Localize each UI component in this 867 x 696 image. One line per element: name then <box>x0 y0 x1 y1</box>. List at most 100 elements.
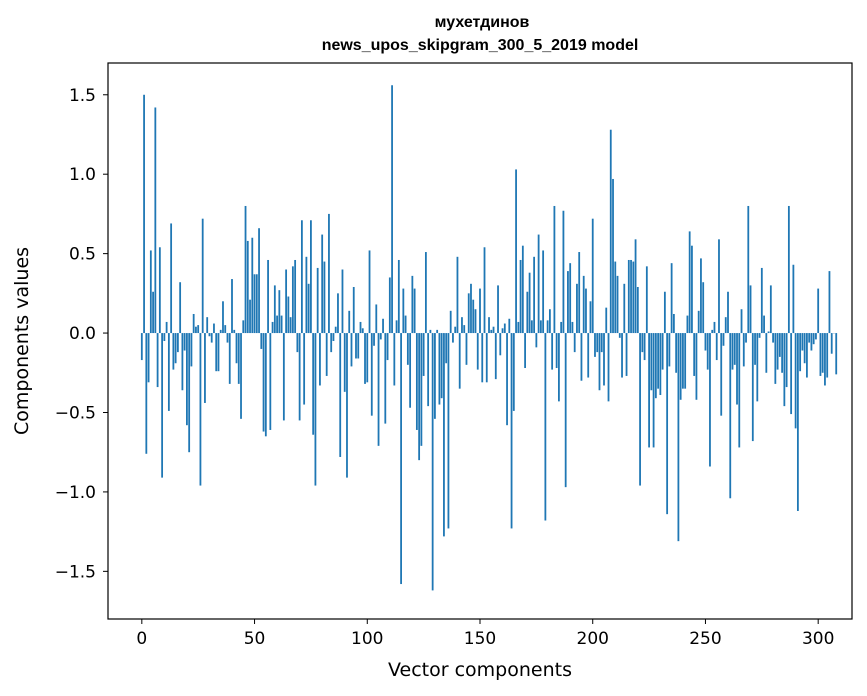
bar-10 <box>163 333 166 341</box>
x-tick-label: 250 <box>689 629 721 649</box>
bar-84 <box>330 333 333 353</box>
bar-168 <box>519 259 522 334</box>
bar-292 <box>799 333 802 372</box>
bar-136 <box>447 333 450 529</box>
bar-128 <box>429 329 432 334</box>
bar-53 <box>260 333 263 349</box>
bar-290 <box>794 333 797 429</box>
bar-261 <box>729 333 732 499</box>
bar-91 <box>346 333 348 478</box>
bar-46 <box>244 205 247 334</box>
bar-153 <box>485 333 488 383</box>
bar-242 <box>686 315 689 334</box>
bar-36 <box>222 301 224 334</box>
bar-283 <box>778 333 781 357</box>
bar-142 <box>461 317 463 334</box>
bar-79 <box>319 333 321 386</box>
bar-124 <box>420 333 423 446</box>
bar-263 <box>733 333 736 365</box>
bar-194 <box>578 252 581 334</box>
bar-52 <box>258 228 260 334</box>
bar-70 <box>298 333 301 421</box>
bar-31 <box>210 333 213 343</box>
bar-11 <box>165 321 168 334</box>
bar-17 <box>179 282 182 334</box>
bar-58 <box>271 321 274 334</box>
bar-29 <box>206 317 209 334</box>
bars <box>140 85 838 591</box>
bar-119 <box>409 333 412 408</box>
y-tick-label: −0.5 <box>55 403 96 423</box>
bar-170 <box>524 333 526 369</box>
bar-78 <box>316 267 319 334</box>
bar-216 <box>627 259 630 334</box>
bar-254 <box>713 321 716 334</box>
bar-99 <box>364 333 366 384</box>
bar-15 <box>174 333 177 364</box>
bar-193 <box>576 283 578 334</box>
bar-179 <box>544 333 547 521</box>
bar-188 <box>564 333 567 488</box>
bar-116 <box>402 288 405 334</box>
bar-232 <box>663 291 666 334</box>
bar-231 <box>661 333 664 370</box>
bar-230 <box>659 333 662 396</box>
bar-148 <box>474 309 477 334</box>
bar-41 <box>233 329 236 334</box>
bar-210 <box>614 261 617 334</box>
bar-246 <box>695 333 698 400</box>
bar-75 <box>310 220 312 334</box>
bar-113 <box>395 320 398 334</box>
bar-49 <box>251 237 254 334</box>
bar-103 <box>373 333 375 346</box>
bar-149 <box>476 333 479 370</box>
bar-134 <box>443 333 445 537</box>
bar-139 <box>454 326 457 334</box>
bar-96 <box>357 333 360 359</box>
bar-176 <box>537 234 540 334</box>
bar-108 <box>384 333 387 424</box>
bar-256 <box>718 239 720 334</box>
bar-236 <box>672 313 675 334</box>
bar-60 <box>276 315 278 334</box>
y-axis-ticks: −1.5 −1.0 −0.5 0.0 0.5 1.0 1.5 <box>55 86 108 582</box>
bar-32 <box>213 323 215 334</box>
x-axis-ticks: 0 50 100 150 200 250 300 <box>136 619 834 649</box>
bar-48 <box>249 299 251 334</box>
bar-19 <box>183 333 186 351</box>
x-tick-label: 0 <box>136 629 147 649</box>
bar-204 <box>600 333 603 353</box>
bar-157 <box>494 333 497 380</box>
bar-240 <box>682 333 684 389</box>
bar-243 <box>688 231 691 334</box>
bar-42 <box>235 333 238 364</box>
bar-80 <box>321 234 324 334</box>
chart-title-line-2: news_upos_skipgram_300_5_2019 model <box>322 37 639 54</box>
y-tick-label: 1.5 <box>69 86 96 106</box>
bar-285 <box>783 333 786 407</box>
bar-135 <box>445 333 448 364</box>
bar-21 <box>188 333 191 453</box>
bar-303 <box>824 333 826 386</box>
bar-205 <box>603 333 605 386</box>
bar-87 <box>337 293 339 334</box>
bar-156 <box>492 326 495 334</box>
bar-38 <box>226 333 229 343</box>
bar-253 <box>711 329 714 334</box>
bar-9 <box>161 333 164 478</box>
bar-74 <box>307 283 310 334</box>
bar-109 <box>386 333 389 361</box>
bar-183 <box>553 205 556 334</box>
bar-184 <box>555 333 558 369</box>
bar-281 <box>774 333 777 384</box>
bar-252 <box>709 333 711 467</box>
bar-278 <box>767 331 770 334</box>
bar-61 <box>278 290 281 334</box>
bar-277 <box>765 333 768 373</box>
bar-123 <box>418 333 421 461</box>
bar-247 <box>697 310 700 334</box>
bar-244 <box>691 245 693 334</box>
y-axis-label: Components values <box>11 247 33 435</box>
bar-112 <box>393 333 396 386</box>
bar-187 <box>562 210 565 334</box>
